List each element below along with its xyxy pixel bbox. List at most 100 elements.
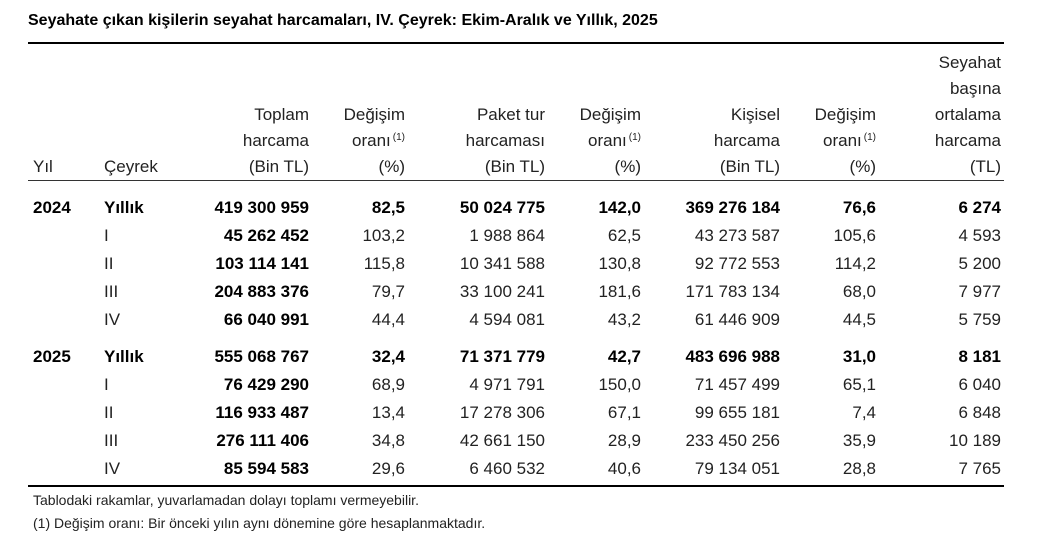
table-bottom-rule xyxy=(28,485,1004,487)
header-kisisel-line-0: Kişisel xyxy=(731,102,780,128)
cell-toplam: 555 068 767 xyxy=(214,347,309,366)
cell-d2: 62,5 xyxy=(607,226,641,245)
cell-ceyrek: IV xyxy=(104,459,121,478)
header-degisim-2-text: (%) xyxy=(614,157,641,176)
cell-d3: 76,6 xyxy=(842,198,876,217)
header-degisim-1-line-2: (%) xyxy=(379,154,405,180)
cell-d2: 42,7 xyxy=(607,347,641,366)
cell-kisisel: 233 450 256 xyxy=(685,431,780,450)
header-degisim-2-text: Değişim xyxy=(579,105,641,124)
cell-d2: 150,0 xyxy=(598,375,641,394)
cell-d1: 82,5 xyxy=(371,198,405,217)
cell-d2: 67,1 xyxy=(607,403,641,422)
header-degisim-3-text: oranı xyxy=(823,131,862,150)
header-degisim-3-text: (%) xyxy=(849,157,876,176)
cell-ortalama: 10 189 xyxy=(949,431,1001,450)
cell-kisisel: 71 457 499 xyxy=(694,375,780,394)
cell-ceyrek: I xyxy=(104,226,109,245)
cell-kisisel: 92 772 553 xyxy=(694,254,780,273)
cell-d2: 43,2 xyxy=(607,310,641,329)
cell-d3: 31,0 xyxy=(842,347,876,366)
cell-d1: 13,4 xyxy=(371,403,405,422)
header-ortalama-line-1: başına xyxy=(950,76,1001,102)
cell-d3: 105,6 xyxy=(833,226,876,245)
header-degisim-3-text: Değişim xyxy=(814,105,876,124)
cell-ortalama: 7 765 xyxy=(958,459,1001,478)
header-paket-text: harcaması xyxy=(465,131,545,150)
cell-ortalama: 5 759 xyxy=(958,310,1001,329)
header-kisisel-text: Kişisel xyxy=(730,105,780,124)
cell-d1: 115,8 xyxy=(363,254,405,273)
cell-toplam: 76 429 290 xyxy=(223,375,309,394)
cell-toplam: 204 883 376 xyxy=(214,282,309,301)
header-kisisel-text: (Bin TL) xyxy=(719,157,780,176)
header-paket-line-2: (Bin TL) xyxy=(485,154,545,180)
cell-kisisel: 79 134 051 xyxy=(694,459,780,478)
cell-ortalama: 7 977 xyxy=(958,282,1001,301)
header-degisim-1-text: (%) xyxy=(378,157,405,176)
cell-ceyrek: II xyxy=(104,403,114,422)
cell-yil: 2025 xyxy=(33,347,71,366)
cell-d3: 68,0 xyxy=(842,282,876,301)
cell-d3: 65,1 xyxy=(842,375,876,394)
cell-ceyrek: III xyxy=(104,431,119,450)
header-degisim-2-line-2: (%) xyxy=(615,154,641,180)
cell-paket: 42 661 150 xyxy=(459,431,545,450)
cell-ceyrek: Yıllık xyxy=(104,347,144,366)
header-degisim-1-text: Değişim xyxy=(343,105,405,124)
cell-kisisel: 99 655 181 xyxy=(694,403,780,422)
cell-toplam: 276 111 406 xyxy=(216,431,309,450)
cell-ceyrek: I xyxy=(104,375,109,394)
cell-paket: 50 024 775 xyxy=(459,198,545,217)
cell-paket: 71 371 779 xyxy=(459,347,545,366)
header-yil-line-0: Yıl xyxy=(33,154,53,180)
cell-d3: 44,5 xyxy=(842,310,876,329)
header-ortalama-text: Seyahat xyxy=(938,53,1001,72)
footnote-marker: (1) xyxy=(628,132,641,143)
cell-paket: 6 460 532 xyxy=(469,459,545,478)
cell-ceyrek: III xyxy=(104,282,119,301)
header-paket-text: (Bin TL) xyxy=(484,157,545,176)
cell-paket: 4 594 081 xyxy=(469,310,545,329)
header-ceyrek-line-0: Çeyrek xyxy=(104,154,158,180)
cell-d1: 32,4 xyxy=(371,347,405,366)
cell-toplam: 116 933 487 xyxy=(215,403,309,422)
header-toplam-text: harcama xyxy=(242,131,309,150)
header-degisim-2-line-1: oranı (1) xyxy=(588,128,641,154)
header-kisisel-line-1: harcama xyxy=(714,128,780,154)
header-ortalama-line-2: ortalama xyxy=(935,102,1001,128)
cell-ortalama: 5 200 xyxy=(958,254,1001,273)
header-degisim-1-line-1: oranı (1) xyxy=(352,128,405,154)
header-degisim-2-text: oranı xyxy=(588,131,627,150)
header-kisisel-line-2: (Bin TL) xyxy=(720,154,780,180)
cell-d3: 35,9 xyxy=(842,431,876,450)
cell-ceyrek: Yıllık xyxy=(104,198,144,217)
cell-d3: 114,2 xyxy=(834,254,876,273)
note-rounding: Tablodaki rakamlar, yuvarlamadan dolayı … xyxy=(33,492,419,508)
header-toplam-line-2: (Bin TL) xyxy=(249,154,309,180)
cell-kisisel: 369 276 184 xyxy=(685,198,780,217)
table-title: Seyahate çıkan kişilerin seyahat harcama… xyxy=(28,12,658,29)
header-ortalama-text: harcama xyxy=(934,131,1001,150)
cell-toplam: 45 262 452 xyxy=(223,226,309,245)
cell-d3: 28,8 xyxy=(842,459,876,478)
cell-ortalama: 4 593 xyxy=(958,226,1001,245)
header-kisisel-text: harcama xyxy=(713,131,780,150)
cell-paket: 4 971 791 xyxy=(469,375,545,394)
cell-d1: 103,2 xyxy=(362,226,405,245)
cell-toplam: 103 114 141 xyxy=(215,254,309,273)
header-toplam-line-0: Toplam xyxy=(254,102,309,128)
cell-d2: 40,6 xyxy=(607,459,641,478)
cell-kisisel: 483 696 988 xyxy=(685,347,780,366)
header-ortalama-line-3: harcama xyxy=(935,128,1001,154)
cell-d2: 28,9 xyxy=(607,431,641,450)
header-degisim-3-line-2: (%) xyxy=(850,154,876,180)
header-toplam-text: (Bin TL) xyxy=(248,157,309,176)
cell-yil: 2024 xyxy=(33,198,71,217)
header-ortalama-line-0: Seyahat xyxy=(939,50,1001,76)
cell-d1: 29,6 xyxy=(371,459,405,478)
cell-ceyrek: IV xyxy=(104,310,121,329)
cell-ortalama: 8 181 xyxy=(958,347,1001,366)
cell-paket: 33 100 241 xyxy=(459,282,545,301)
cell-paket: 10 341 588 xyxy=(459,254,545,273)
